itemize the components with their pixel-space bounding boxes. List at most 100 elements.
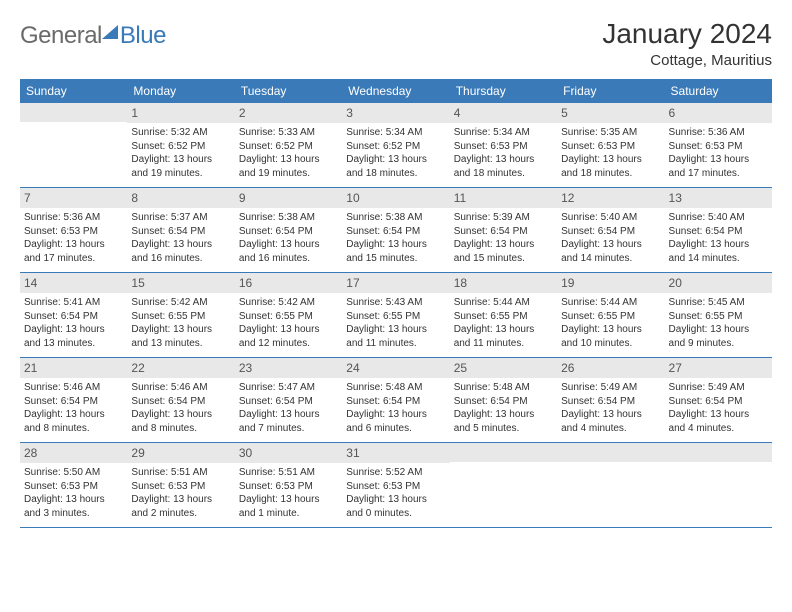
- day-cell-22: 22Sunrise: 5:46 AMSunset: 6:54 PMDayligh…: [127, 358, 234, 442]
- day-cell-empty: [665, 443, 772, 527]
- day-info-line: Daylight: 13 hours: [346, 493, 445, 507]
- day-number: 26: [557, 358, 664, 378]
- day-number: 12: [557, 188, 664, 208]
- day-number: 20: [665, 273, 772, 293]
- day-cell-21: 21Sunrise: 5:46 AMSunset: 6:54 PMDayligh…: [20, 358, 127, 442]
- day-info-line: Daylight: 13 hours: [454, 323, 553, 337]
- day-info-line: and 16 minutes.: [131, 252, 230, 266]
- day-info-line: and 14 minutes.: [561, 252, 660, 266]
- day-info-line: Sunset: 6:53 PM: [454, 140, 553, 154]
- day-info-line: Sunrise: 5:44 AM: [561, 296, 660, 310]
- day-info-line: Sunset: 6:55 PM: [131, 310, 230, 324]
- day-info-line: Sunrise: 5:43 AM: [346, 296, 445, 310]
- day-info-line: Sunset: 6:52 PM: [346, 140, 445, 154]
- day-info-line: and 16 minutes.: [239, 252, 338, 266]
- day-info-line: Sunrise: 5:37 AM: [131, 211, 230, 225]
- day-number: 1: [127, 103, 234, 123]
- day-info-line: and 9 minutes.: [669, 337, 768, 351]
- weekday-sunday: Sunday: [20, 79, 127, 103]
- day-cell-24: 24Sunrise: 5:48 AMSunset: 6:54 PMDayligh…: [342, 358, 449, 442]
- day-info-line: Sunrise: 5:47 AM: [239, 381, 338, 395]
- day-info-line: Sunrise: 5:48 AM: [454, 381, 553, 395]
- header: General Blue January 2024 Cottage, Mauri…: [20, 18, 772, 69]
- day-info-line: Daylight: 13 hours: [454, 238, 553, 252]
- day-number: 3: [342, 103, 449, 123]
- logo-text-1: General: [20, 22, 102, 50]
- day-info-line: Daylight: 13 hours: [346, 238, 445, 252]
- day-number: 31: [342, 443, 449, 463]
- day-info-line: Sunset: 6:55 PM: [346, 310, 445, 324]
- day-info-line: Sunset: 6:52 PM: [131, 140, 230, 154]
- day-cell-4: 4Sunrise: 5:34 AMSunset: 6:53 PMDaylight…: [450, 103, 557, 187]
- day-info-line: and 8 minutes.: [24, 422, 123, 436]
- day-info-line: and 15 minutes.: [454, 252, 553, 266]
- day-info-line: Sunrise: 5:38 AM: [346, 211, 445, 225]
- day-number: 9: [235, 188, 342, 208]
- day-info-line: Daylight: 13 hours: [561, 153, 660, 167]
- weekday-header-row: SundayMondayTuesdayWednesdayThursdayFrid…: [20, 79, 772, 103]
- day-info-line: and 1 minute.: [239, 507, 338, 521]
- day-info-line: Sunrise: 5:51 AM: [239, 466, 338, 480]
- day-number: 14: [20, 273, 127, 293]
- weekday-tuesday: Tuesday: [235, 79, 342, 103]
- day-info-line: and 18 minutes.: [561, 167, 660, 181]
- day-info-line: Daylight: 13 hours: [239, 238, 338, 252]
- day-info-line: Daylight: 13 hours: [669, 238, 768, 252]
- day-info-line: Sunrise: 5:48 AM: [346, 381, 445, 395]
- day-info-line: Sunset: 6:54 PM: [346, 395, 445, 409]
- day-info-line: and 17 minutes.: [24, 252, 123, 266]
- day-info-line: Sunset: 6:54 PM: [454, 395, 553, 409]
- day-info-line: Sunset: 6:53 PM: [561, 140, 660, 154]
- day-info-line: and 13 minutes.: [131, 337, 230, 351]
- calendar: SundayMondayTuesdayWednesdayThursdayFrid…: [20, 79, 772, 528]
- day-number: 30: [235, 443, 342, 463]
- day-info-line: and 18 minutes.: [346, 167, 445, 181]
- day-info-line: Daylight: 13 hours: [239, 323, 338, 337]
- day-number: 8: [127, 188, 234, 208]
- day-info-line: Daylight: 13 hours: [561, 323, 660, 337]
- day-info-line: Sunrise: 5:49 AM: [669, 381, 768, 395]
- day-info-line: Daylight: 13 hours: [346, 408, 445, 422]
- day-number: [557, 443, 664, 462]
- day-info-line: Sunrise: 5:33 AM: [239, 126, 338, 140]
- day-info-line: Sunrise: 5:36 AM: [669, 126, 768, 140]
- day-info-line: Sunset: 6:55 PM: [239, 310, 338, 324]
- day-info-line: Sunset: 6:53 PM: [24, 225, 123, 239]
- day-number: [665, 443, 772, 462]
- day-cell-11: 11Sunrise: 5:39 AMSunset: 6:54 PMDayligh…: [450, 188, 557, 272]
- day-info-line: Daylight: 13 hours: [561, 238, 660, 252]
- day-info-line: and 14 minutes.: [669, 252, 768, 266]
- day-cell-17: 17Sunrise: 5:43 AMSunset: 6:55 PMDayligh…: [342, 273, 449, 357]
- day-info-line: Sunset: 6:55 PM: [454, 310, 553, 324]
- day-info-line: and 8 minutes.: [131, 422, 230, 436]
- logo-text-2: Blue: [120, 22, 166, 50]
- weekday-monday: Monday: [127, 79, 234, 103]
- day-cell-6: 6Sunrise: 5:36 AMSunset: 6:53 PMDaylight…: [665, 103, 772, 187]
- day-cell-19: 19Sunrise: 5:44 AMSunset: 6:55 PMDayligh…: [557, 273, 664, 357]
- day-number: 13: [665, 188, 772, 208]
- day-info-line: and 2 minutes.: [131, 507, 230, 521]
- day-info-line: Daylight: 13 hours: [454, 153, 553, 167]
- day-info-line: Sunrise: 5:40 AM: [669, 211, 768, 225]
- day-info-line: Sunset: 6:54 PM: [669, 395, 768, 409]
- day-info-line: and 0 minutes.: [346, 507, 445, 521]
- day-info-line: Sunrise: 5:42 AM: [239, 296, 338, 310]
- day-info-line: Daylight: 13 hours: [239, 408, 338, 422]
- day-number: 27: [665, 358, 772, 378]
- day-info-line: Daylight: 13 hours: [669, 408, 768, 422]
- logo-triangle-icon: [102, 25, 118, 39]
- day-info-line: Daylight: 13 hours: [24, 323, 123, 337]
- day-info-line: and 19 minutes.: [239, 167, 338, 181]
- day-number: 21: [20, 358, 127, 378]
- day-info-line: Sunset: 6:53 PM: [669, 140, 768, 154]
- day-info-line: and 15 minutes.: [346, 252, 445, 266]
- day-info-line: Sunset: 6:54 PM: [561, 395, 660, 409]
- day-cell-7: 7Sunrise: 5:36 AMSunset: 6:53 PMDaylight…: [20, 188, 127, 272]
- day-info-line: and 4 minutes.: [669, 422, 768, 436]
- day-cell-26: 26Sunrise: 5:49 AMSunset: 6:54 PMDayligh…: [557, 358, 664, 442]
- day-number: 2: [235, 103, 342, 123]
- logo: General Blue: [20, 22, 166, 50]
- day-info-line: Sunrise: 5:34 AM: [346, 126, 445, 140]
- day-info-line: and 10 minutes.: [561, 337, 660, 351]
- day-cell-12: 12Sunrise: 5:40 AMSunset: 6:54 PMDayligh…: [557, 188, 664, 272]
